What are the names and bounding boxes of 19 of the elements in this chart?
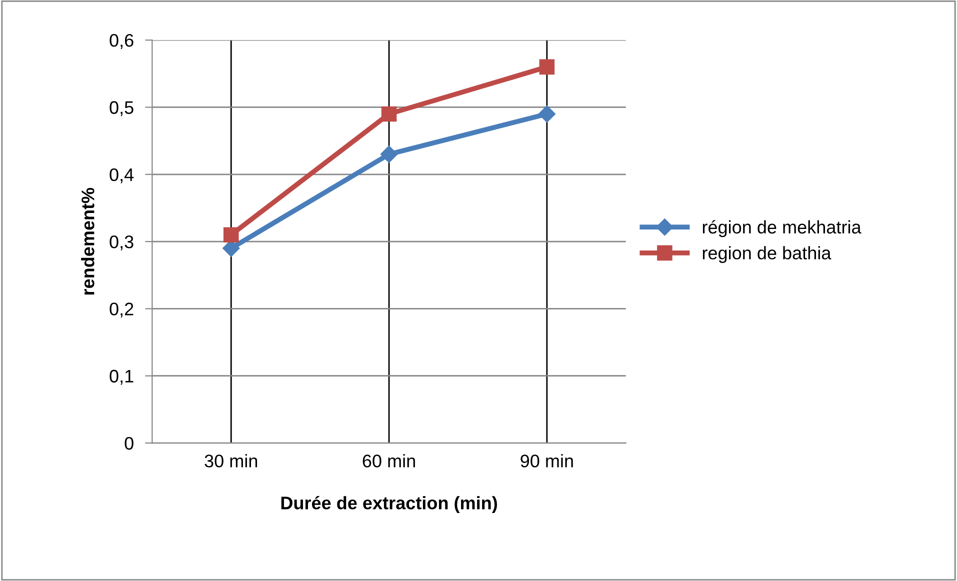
y-tick-label: 0,3 [110,235,134,250]
point [539,59,555,75]
y-tick-label: 0 [124,436,134,450]
point [538,105,556,123]
legend-label: région de mekhatria [702,220,862,238]
y-tick-label: 0,4 [110,168,134,184]
y-tick-label: 0,6 [110,34,134,49]
y-tick-label: 0,1 [110,370,134,385]
x-tick-label: 60 min [362,454,415,468]
x-tick-label: 90 min [520,454,573,468]
point [223,227,239,242]
x-axis-title: Durée de extraction (min) [281,496,497,513]
y-tick-label: 0,2 [110,302,134,318]
legend-label: region de bathia [702,246,832,263]
y-axis-title: rendement% [81,188,94,295]
x-tick-label: 30 min [204,454,258,468]
point [380,146,398,163]
y-tick-label: 0,5 [110,101,134,116]
point [381,106,397,122]
